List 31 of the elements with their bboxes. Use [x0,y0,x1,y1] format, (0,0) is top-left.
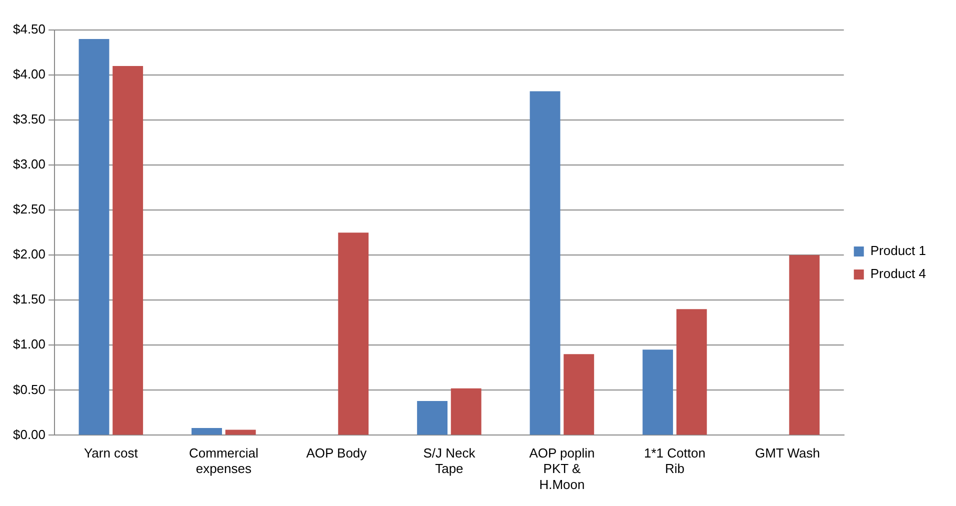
x-tick-label: GMT Wash [754,446,820,461]
bar [564,354,594,435]
y-tick-label: $2.50 [12,202,46,217]
bar [225,430,256,435]
x-tick-label: AOP Body [306,446,368,461]
x-tick-label: Commercial expenses [189,446,258,476]
bar [450,388,482,435]
y-tick-label: $1.50 [12,292,46,307]
legend-label: Product 4 [870,266,926,282]
bar [417,400,448,435]
y-tick-label: $4.50 [12,22,46,37]
y-tick-label: $3.00 [12,156,46,172]
bar [789,255,820,435]
y-tick-label: $3.50 [12,112,46,127]
bar [642,350,674,435]
y-tick-label: $4.00 [12,66,46,82]
bar [112,66,144,435]
y-tick-label: $2.00 [12,246,46,262]
x-tick-label: AOP poplin PKT & H.Moon [529,446,595,492]
legend-label: Product 1 [870,243,926,258]
bar [338,232,369,435]
y-tick-label: $0.00 [12,426,46,442]
x-tick-label: Yarn cost [84,446,138,461]
bar [78,39,110,435]
y-tick-label: $1.00 [12,336,46,352]
x-tick-label: 1*1 Cotton Rib [644,446,706,476]
y-tick-label: $0.50 [12,382,46,397]
bar [192,428,222,435]
bar [530,91,560,435]
x-tick-label: S/J Neck Tape [423,446,476,476]
bar [676,309,707,435]
